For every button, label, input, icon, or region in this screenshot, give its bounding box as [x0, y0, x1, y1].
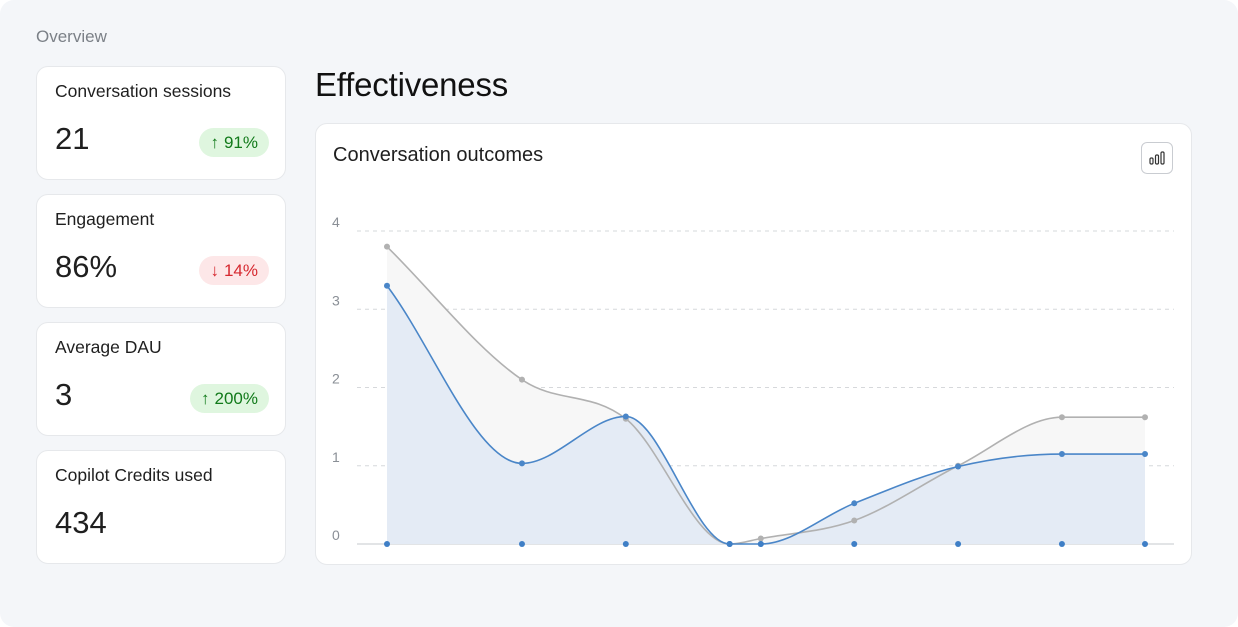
section-title: Effectiveness: [315, 66, 509, 103]
data-point: [851, 500, 858, 507]
outcomes-chart: 0 1 2 3 4: [332, 214, 1174, 547]
trend-percent: 91%: [223, 133, 258, 152]
card-title: Copilot Credits used: [55, 465, 213, 485]
bar-chart-icon: [1149, 151, 1165, 165]
baseline-point: [757, 541, 764, 547]
baseline-point: [851, 541, 858, 547]
trend-percent: 200%: [214, 389, 258, 408]
trend-percent: 14%: [223, 261, 258, 280]
data-point: [1058, 451, 1065, 458]
data-point: [851, 517, 858, 524]
card-copilot-credits[interactable]: Copilot Credits used 434: [36, 450, 286, 564]
trend-badge: ↓ 14%: [199, 256, 269, 285]
baseline-point: [384, 541, 390, 547]
y-tick-label: 4: [332, 214, 340, 230]
data-point: [384, 282, 390, 289]
trend-badge: ↑ 200%: [190, 384, 269, 413]
card-value: 86%: [55, 249, 118, 284]
card-average-dau[interactable]: Average DAU 3 ↑ 200%: [36, 322, 286, 436]
data-point: [518, 376, 525, 383]
baseline-point: [1058, 541, 1065, 547]
card-title: Conversation sessions: [55, 81, 232, 101]
card-engagement[interactable]: Engagement 86% ↓ 14%: [36, 194, 286, 308]
series-area: [387, 285, 1145, 544]
chart-card: Conversation outcomes 0 1 2 3 4: [315, 123, 1192, 565]
baseline-point: [622, 541, 629, 547]
overview-label: Overview: [36, 27, 107, 46]
y-tick-label: 0: [332, 527, 340, 543]
card-value: 434: [55, 505, 107, 540]
arrow-up-icon: ↑: [210, 133, 219, 152]
y-tick-label: 3: [332, 292, 340, 308]
series-line: [386, 246, 1145, 545]
card-conversation-sessions[interactable]: Conversation sessions 21 ↑ 91%: [36, 66, 286, 180]
data-point: [622, 413, 629, 420]
baseline-point: [955, 541, 962, 547]
card-title: Engagement: [55, 209, 155, 229]
card-value: 3: [55, 377, 73, 412]
trend-badge: ↑ 91%: [199, 128, 269, 157]
y-tick-label: 2: [332, 371, 340, 387]
arrow-up-icon: ↑: [201, 389, 210, 408]
data-point: [757, 535, 764, 542]
baseline-point: [518, 541, 525, 547]
data-point: [1058, 414, 1065, 421]
baseline-point: [726, 541, 733, 547]
data-point: [1142, 451, 1148, 458]
arrow-down-icon: ↓: [210, 261, 219, 280]
card-title: Average DAU: [55, 337, 162, 357]
y-tick-label: 1: [332, 449, 340, 465]
card-value: 21: [55, 121, 90, 156]
data-point: [384, 243, 390, 250]
data-point: [955, 463, 962, 470]
baseline-point: [1142, 541, 1148, 547]
data-point: [518, 460, 525, 467]
chart-type-button[interactable]: [1141, 142, 1173, 174]
chart-title: Conversation outcomes: [333, 144, 544, 166]
data-point: [1142, 414, 1148, 421]
